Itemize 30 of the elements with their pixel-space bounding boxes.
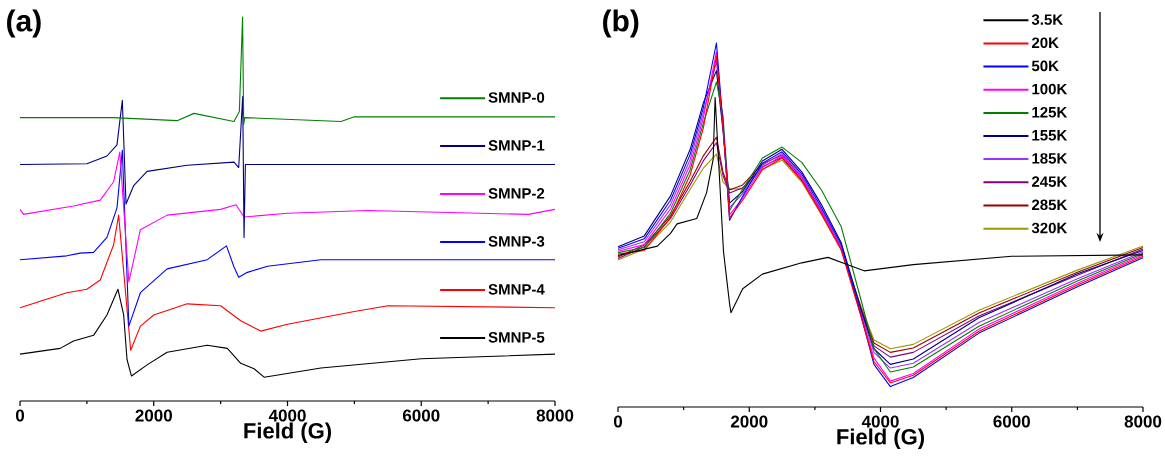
x-tick-label: 0: [15, 409, 25, 422]
legend-label: SMNP-4: [488, 284, 545, 295]
legend-label: SMNP-0: [488, 92, 545, 103]
legend-label: 155K: [1032, 130, 1068, 141]
x-tick-label: 6000: [402, 409, 440, 422]
x-tick-label: 6000: [993, 415, 1030, 428]
legend-label: 50K: [1031, 60, 1059, 72]
x-tick-label: 8000: [1124, 415, 1162, 428]
x-tick-label: 2000: [135, 409, 172, 422]
legend-label: 125K: [1032, 106, 1068, 118]
legend-label: SMNP-2: [488, 188, 545, 199]
chart-title: (a): [7, 9, 41, 38]
x-axis-title: Field (G): [244, 422, 332, 443]
x-axis-title: Field (G): [837, 428, 924, 449]
x-tick-label: 0: [613, 415, 623, 428]
x-tick-label: 2000: [730, 415, 768, 428]
x-tick-label: 4000: [268, 409, 306, 422]
legend-label: 3.5K: [1031, 14, 1063, 25]
legend-label: 185K: [1032, 153, 1068, 164]
chart-title: (b): [603, 9, 639, 38]
legend-label: 245K: [1031, 176, 1068, 187]
legend-label: SMNP-5: [488, 332, 545, 343]
legend-label: SMNP-3: [488, 236, 545, 247]
legend-label: 285K: [1031, 199, 1068, 211]
legend-label: 320K: [1031, 222, 1068, 234]
legend-label: SMNP-1: [488, 140, 545, 151]
x-tick-label: 4000: [861, 415, 899, 428]
legend-label: 20K: [1031, 37, 1059, 49]
legend-label: 100K: [1032, 83, 1068, 95]
x-tick-label: 8000: [536, 409, 574, 422]
